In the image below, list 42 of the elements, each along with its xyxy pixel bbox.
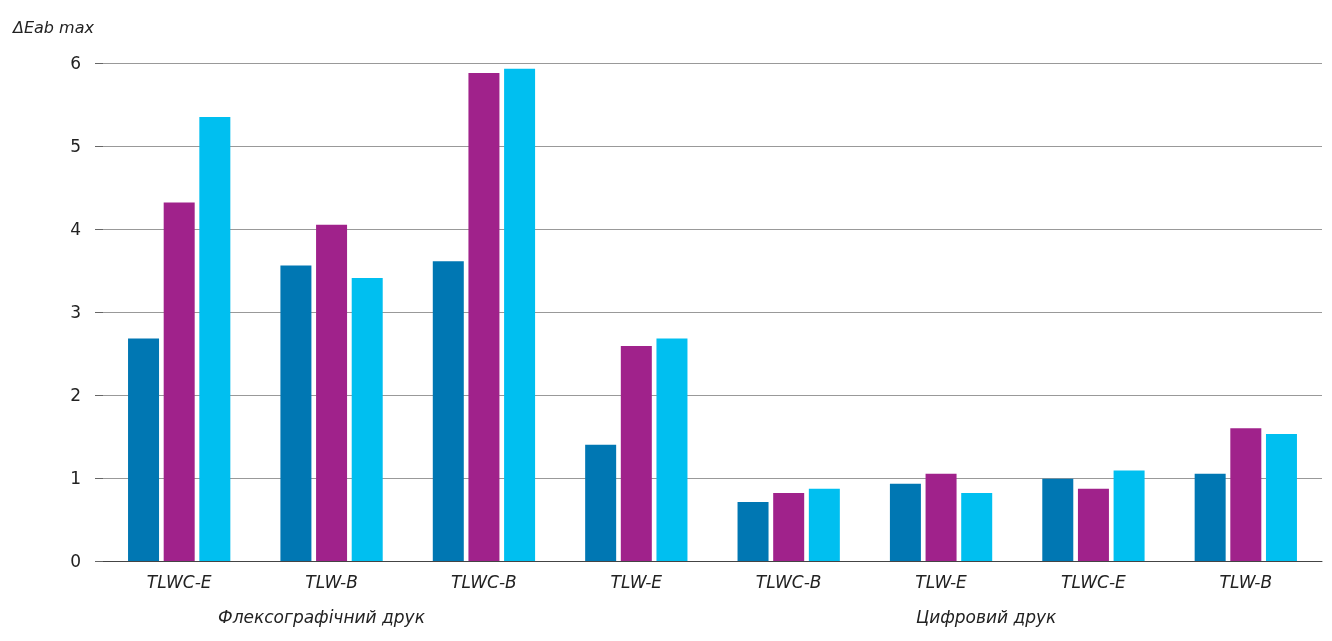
x-tick-label: TLW-B [1219,571,1273,592]
x-tick-label: TLW-B [305,571,358,592]
y-tick-label: 4 [70,219,81,239]
x-tick-label: TLW-E [610,571,663,592]
bar [737,502,769,561]
bar [808,488,840,561]
bar [1194,473,1226,561]
x-tick-label: TLWC-E [146,571,212,592]
y-tick-label: 1 [70,468,81,488]
text: Цифровий друк [916,606,1058,627]
bar [468,72,500,561]
bar [163,202,195,561]
y-tick-label: 2 [70,385,81,405]
bar [1230,428,1262,561]
bar [773,492,805,561]
y-tick-label: 3 [70,302,81,322]
y-axis-title: ΔEab max [11,17,95,37]
bar [432,261,464,561]
bar [1042,478,1074,561]
bar [1077,488,1109,561]
bar [585,444,617,561]
bar [316,224,348,561]
bar [961,492,993,561]
bar [889,483,921,561]
y-tick-label: 0 [70,551,81,571]
bar [925,473,957,561]
bar [280,265,312,561]
bar [620,346,652,561]
bar [1265,434,1297,561]
bar [199,116,231,561]
x-tick-label: TLWC-B [451,571,517,592]
bar [504,68,536,561]
x-tick-label: TLW-E [915,571,968,592]
x-tick-label: TLWC-B [755,571,822,592]
y-tick-label: 5 [70,136,81,156]
bar [128,338,160,561]
bar [351,277,383,561]
bar [1113,470,1145,561]
bar [656,338,688,561]
x-tick-label: TLWC-E [1061,571,1127,592]
text: Флексографічний друк [218,606,426,627]
y-tick-label: 6 [70,53,81,73]
